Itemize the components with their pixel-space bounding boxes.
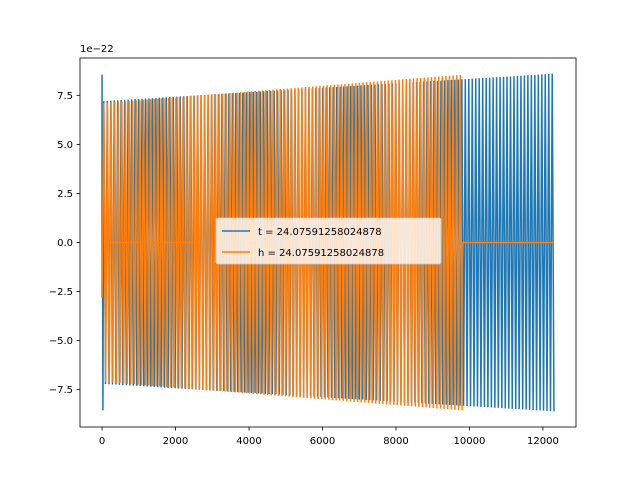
y-tick-label: −5.0	[49, 336, 73, 347]
y-tick-label: −2.5	[49, 287, 73, 298]
series-line-h	[101, 74, 554, 411]
y-offset-text: 1e−22	[80, 44, 114, 55]
x-tick-label: 12000	[527, 436, 559, 447]
y-tick-label: −7.5	[49, 385, 73, 396]
legend-label-t: t = 24.07591258024878	[258, 227, 382, 238]
series-layer	[101, 73, 555, 412]
x-tick-label: 0	[99, 436, 105, 447]
x-tick-label: 4000	[236, 436, 261, 447]
x-axis: 0 2000 4000 6000 8000 10000 12000	[99, 427, 559, 447]
legend: t = 24.07591258024878 h = 24.07591258024…	[215, 217, 442, 265]
y-tick-label: 2.5	[57, 189, 73, 200]
y-tick-label: 0.0	[57, 238, 73, 249]
legend-label-h: h = 24.07591258024878	[258, 248, 384, 259]
x-tick-label: 6000	[310, 436, 335, 447]
x-tick-label: 2000	[163, 436, 188, 447]
x-tick-label: 8000	[383, 436, 408, 447]
legend-frame	[215, 217, 442, 265]
y-tick-label: 7.5	[57, 91, 73, 102]
x-tick-label: 10000	[454, 436, 486, 447]
y-axis: −7.5 −5.0 −2.5 0.0 2.5 5.0 7.5	[49, 91, 80, 396]
y-tick-label: 5.0	[57, 140, 73, 151]
